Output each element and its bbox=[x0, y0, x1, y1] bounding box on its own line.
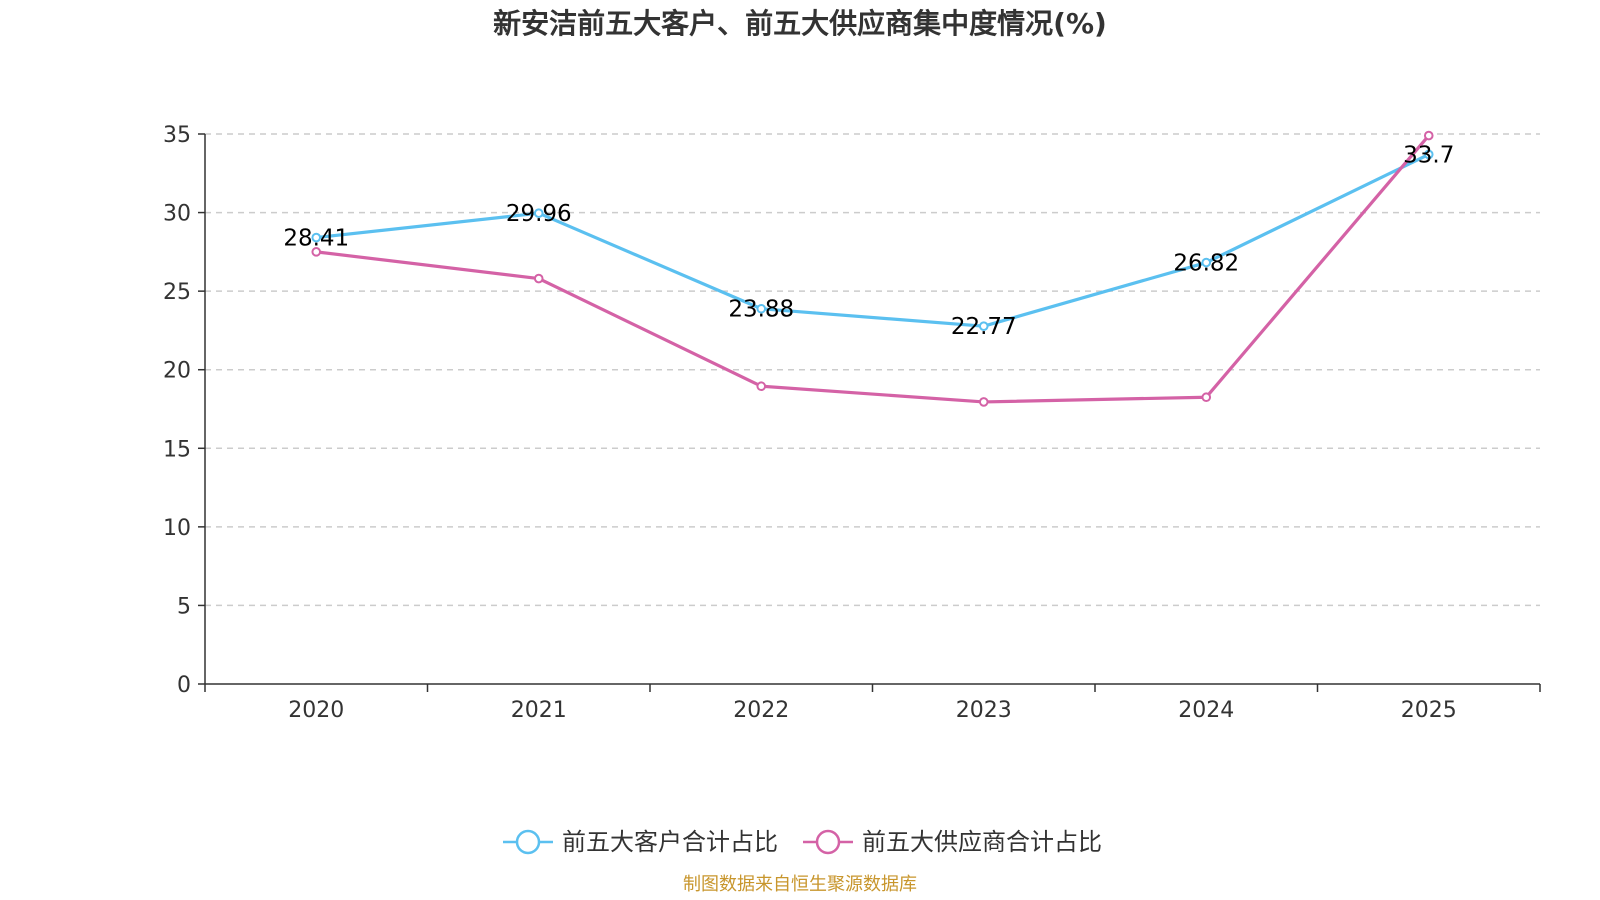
data-label: 26.82 bbox=[1173, 251, 1239, 277]
legend-item-1[interactable]: 前五大客户合计占比 bbox=[503, 828, 778, 856]
legend-label: 前五大客户合计占比 bbox=[562, 828, 778, 856]
x-tick-label: 2025 bbox=[1401, 698, 1457, 723]
series-2-point[interactable] bbox=[311, 247, 322, 257]
series-2-point[interactable] bbox=[756, 381, 767, 392]
x-tick-label: 2024 bbox=[1178, 698, 1234, 723]
data-label: 28.41 bbox=[283, 226, 349, 252]
legend-swatch-marker bbox=[815, 829, 841, 855]
x-tick-label: 2023 bbox=[956, 698, 1012, 723]
y-tick-label: 15 bbox=[163, 437, 191, 462]
series-2-point[interactable] bbox=[1423, 130, 1434, 141]
y-tick-label: 35 bbox=[163, 123, 191, 148]
data-label: 33.7 bbox=[1403, 142, 1454, 168]
series-line-2 bbox=[316, 134, 1430, 404]
legend-label: 前五大供应商合计占比 bbox=[862, 828, 1102, 856]
legend-swatch-marker bbox=[515, 829, 541, 855]
series-1-point[interactable] bbox=[311, 232, 322, 243]
series-2-point[interactable] bbox=[978, 397, 989, 407]
series-layer bbox=[311, 130, 1434, 407]
y-tick-label: 30 bbox=[163, 202, 191, 227]
y-tick-label: 0 bbox=[177, 673, 191, 698]
legend-item-2[interactable]: 前五大供应商合计占比 bbox=[803, 828, 1102, 856]
y-tick-label: 10 bbox=[163, 516, 191, 541]
y-tick-label: 25 bbox=[163, 280, 191, 305]
series-1-point[interactable] bbox=[1423, 149, 1434, 160]
source-note: 制图数据来自恒生聚源数据库 bbox=[683, 874, 917, 895]
x-tick-label: 2021 bbox=[511, 698, 567, 723]
series-1-point[interactable] bbox=[978, 321, 989, 331]
x-tick-label: 2022 bbox=[733, 698, 789, 723]
y-tick-label: 5 bbox=[177, 594, 191, 619]
legend[interactable]: 前五大客户合计占比 前五大供应商合计占比 bbox=[503, 828, 1102, 856]
grid bbox=[205, 133, 1540, 607]
data-label: 29.96 bbox=[506, 201, 572, 227]
x-tick-label: 2020 bbox=[288, 698, 344, 723]
series-1-point[interactable] bbox=[1201, 257, 1212, 268]
data-label: 23.88 bbox=[728, 297, 794, 323]
series-2-point[interactable] bbox=[533, 273, 544, 284]
y-tick-label: 20 bbox=[163, 359, 191, 384]
series-line-1 bbox=[316, 152, 1430, 328]
series-2-point[interactable] bbox=[1201, 392, 1212, 403]
series-1-point[interactable] bbox=[756, 303, 767, 314]
chart-title: 新安洁前五大客户、前五大供应商集中度情况(%) bbox=[493, 7, 1107, 40]
data-label: 22.77 bbox=[951, 314, 1017, 340]
series-1-point[interactable] bbox=[533, 208, 544, 218]
data-labels: 28.41 29.96 23.88 22.77 26.82 33.7 bbox=[283, 142, 1454, 340]
